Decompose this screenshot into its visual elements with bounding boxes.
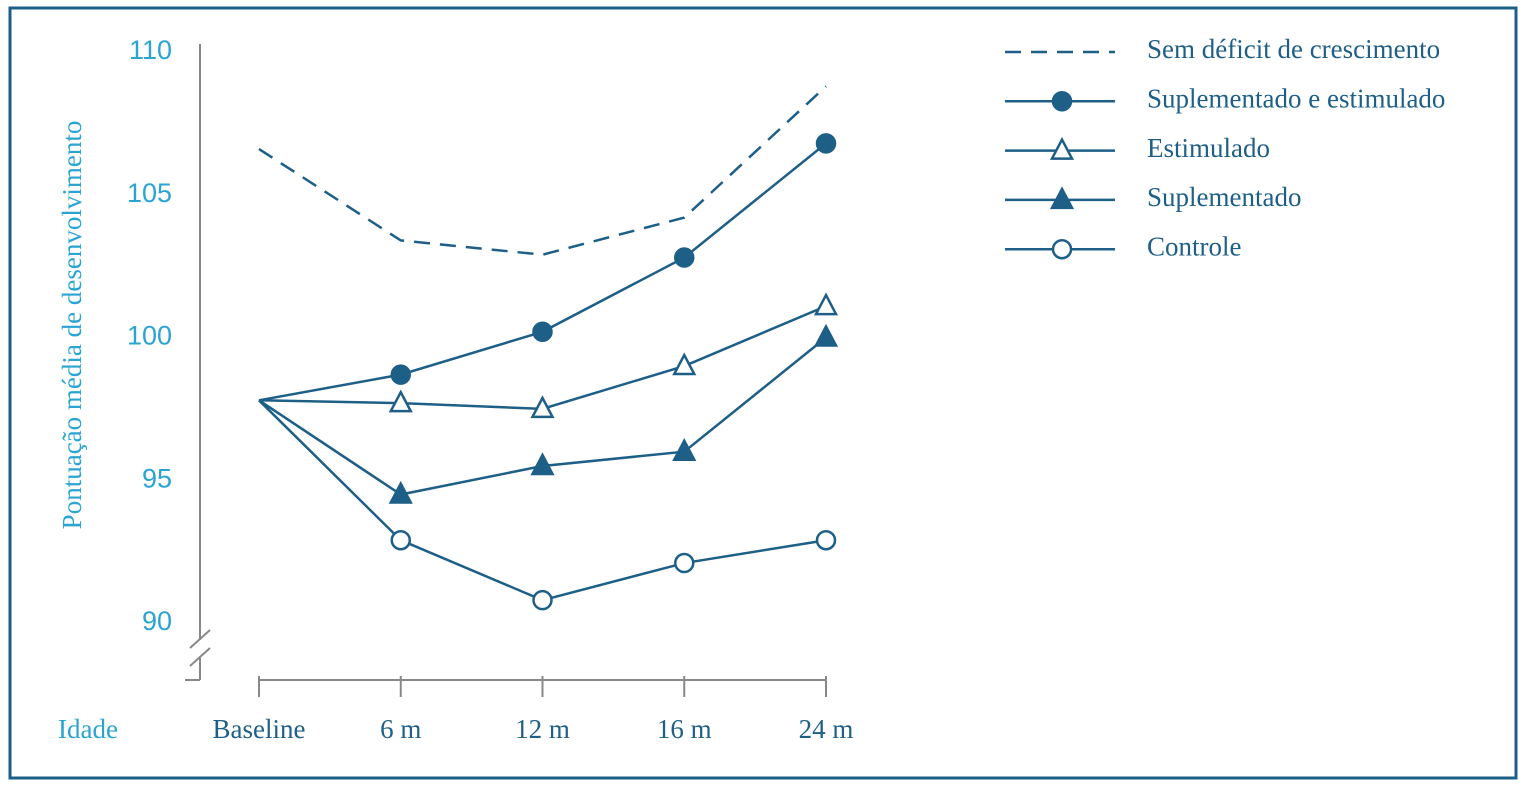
x-tick-label: Baseline — [213, 714, 306, 744]
legend-marker — [1049, 136, 1075, 160]
y-tick-label: 95 — [142, 463, 172, 493]
series-line — [258, 85, 827, 256]
x-axis-label: Idade — [58, 714, 118, 744]
point — [672, 438, 697, 461]
legend-marker — [1051, 91, 1073, 112]
y-tick-label: 90 — [142, 606, 172, 636]
x-tick-label: 16 m — [657, 714, 712, 744]
point — [390, 364, 411, 385]
point — [815, 529, 837, 551]
series-line — [258, 304, 827, 411]
y-tick-label: 100 — [127, 321, 172, 351]
x-tick-label: 12 m — [515, 714, 570, 744]
legend-label: Estimulado — [1147, 133, 1270, 163]
legend-label: Sem déficit de crescimento — [1147, 34, 1440, 64]
series-line — [258, 142, 827, 402]
y-axis-label: Pontuação média de desenvolvimento — [57, 121, 87, 530]
point — [388, 480, 413, 504]
point — [530, 452, 555, 476]
point — [532, 321, 553, 343]
point — [672, 352, 697, 376]
y-tick-label: 105 — [127, 178, 172, 208]
legend-label: Controle — [1147, 231, 1242, 261]
legend-label: Suplementado — [1147, 182, 1301, 212]
legend-marker — [1049, 186, 1075, 210]
point — [815, 133, 837, 154]
x-tick-label: 6 m — [380, 714, 421, 744]
frame — [8, 6, 1518, 780]
point — [674, 552, 695, 574]
point — [813, 323, 839, 347]
point — [530, 395, 555, 419]
point — [388, 389, 413, 413]
point — [813, 292, 839, 316]
legend-marker — [1051, 238, 1073, 260]
y-tick-label: 110 — [129, 35, 172, 65]
point — [674, 247, 695, 268]
x-tick-label: 24 m — [799, 714, 854, 744]
series-line — [258, 399, 827, 602]
legend-label: Suplementado e estimulado — [1147, 84, 1445, 114]
point — [532, 589, 553, 611]
point — [390, 529, 411, 551]
